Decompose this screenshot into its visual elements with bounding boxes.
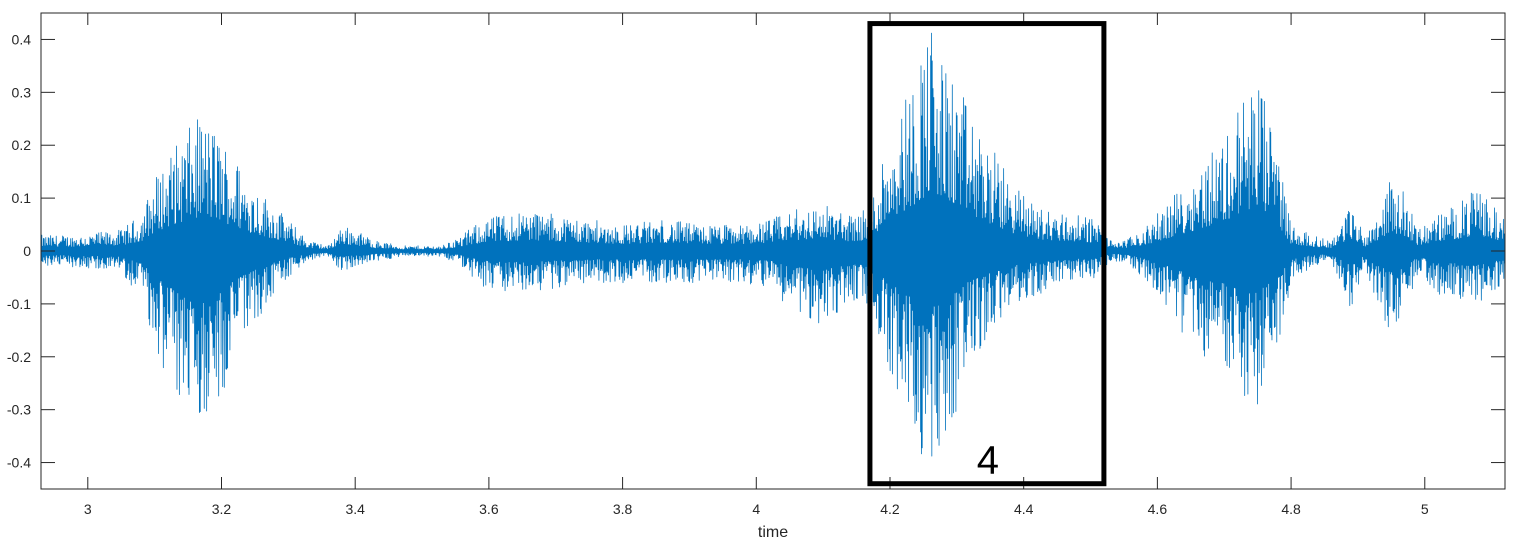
x-axis-title: time — [758, 524, 788, 541]
y-tick-label: 0.2 — [12, 137, 32, 153]
y-tick-label: 0.1 — [12, 190, 32, 206]
y-tick-label: -0.2 — [7, 349, 31, 365]
x-tick-label: 3 — [84, 501, 92, 517]
annotations: 4 — [867, 21, 1107, 487]
x-tick-label: 4.2 — [880, 501, 900, 517]
x-tick-label: 3.6 — [479, 501, 499, 517]
highlight-box-label: 4 — [977, 439, 999, 483]
x-tick-label: 5 — [1421, 501, 1429, 517]
y-tick-label: -0.1 — [7, 296, 31, 312]
highlight-box — [867, 21, 1107, 487]
y-tick-label: 0.4 — [12, 31, 32, 47]
x-tick-label: 3.8 — [613, 501, 633, 517]
y-tick-label: -0.3 — [7, 402, 31, 418]
waveform — [40, 32, 1505, 457]
y-tick-label: 0.3 — [12, 84, 32, 100]
x-tick-label: 4.6 — [1148, 501, 1168, 517]
waveform-series-line — [40, 32, 1505, 457]
y-tick-label: -0.4 — [7, 455, 31, 471]
x-tick-label: 3.4 — [345, 501, 365, 517]
x-tick-label: 4.4 — [1014, 501, 1034, 517]
x-tick-label: 4 — [752, 501, 760, 517]
x-tick-label: 4.8 — [1281, 501, 1301, 517]
axis-ticks: 3 3.2 3.4 3.6 3.8 4 4.2 4.4 4.6 4.8 5 0.4 0.3 0.2 0.1 0… — [7, 13, 1505, 517]
y-tick-label: 0 — [23, 243, 31, 259]
x-tick-label: 3.2 — [212, 501, 232, 517]
